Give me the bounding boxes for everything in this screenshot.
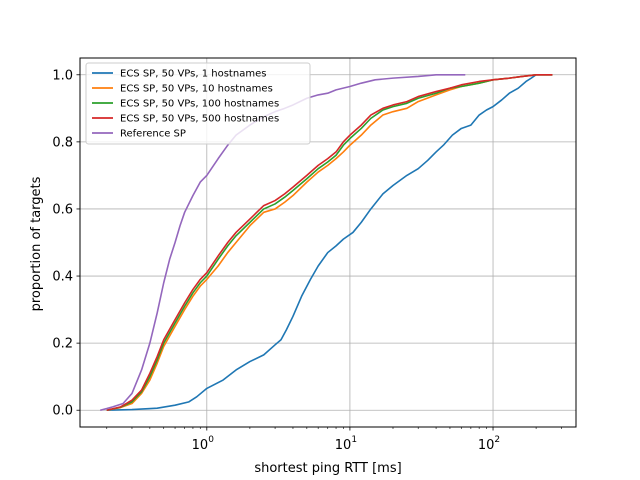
- legend-box: [85, 62, 311, 145]
- y-axis-label: proportion of targets: [29, 176, 44, 311]
- series-line-4: [106, 73, 553, 412]
- legend-label: ECS SP, 50 VPs, 100 hostnames: [120, 99, 279, 110]
- series-line-1: [106, 73, 553, 412]
- x-tick-exponent: 2: [494, 435, 500, 445]
- series-line-5: [100, 73, 466, 412]
- series-line-2: [106, 73, 553, 412]
- x-tick-base: 10: [478, 438, 495, 453]
- y-tick-label: 0.4: [52, 270, 73, 285]
- y-tick-label: 0.0: [52, 404, 73, 419]
- y-tick-label: 0.6: [52, 202, 73, 217]
- series-lines: [100, 73, 553, 412]
- grid: [80, 58, 576, 427]
- x-tick-label: 100: [192, 435, 215, 453]
- x-tick-label: 102: [478, 435, 500, 453]
- legend-label: ECS SP, 50 VPs, 1 hostnames: [120, 69, 266, 80]
- x-tick-base: 10: [192, 438, 209, 453]
- x-tick-exponent: 0: [208, 435, 214, 445]
- x-tick-base: 10: [335, 438, 352, 453]
- x-tick-label: 101: [335, 435, 357, 453]
- x-axis-label: shortest ping RTT [ms]: [254, 461, 401, 476]
- legend: ECS SP, 50 VPs, 1 hostnames ECS SP, 50 VP…: [85, 62, 311, 145]
- y-tick-label: 0.8: [52, 135, 73, 150]
- legend-label: Reference SP: [120, 129, 186, 140]
- legend-label: ECS SP, 50 VPs, 500 hostnames: [120, 114, 279, 125]
- x-tick-exponent: 1: [351, 435, 357, 445]
- legend-label: ECS SP, 50 VPs, 10 hostnames: [120, 84, 273, 95]
- y-tick-label: 0.2: [52, 337, 73, 352]
- y-tick-label: 1.0: [52, 68, 73, 83]
